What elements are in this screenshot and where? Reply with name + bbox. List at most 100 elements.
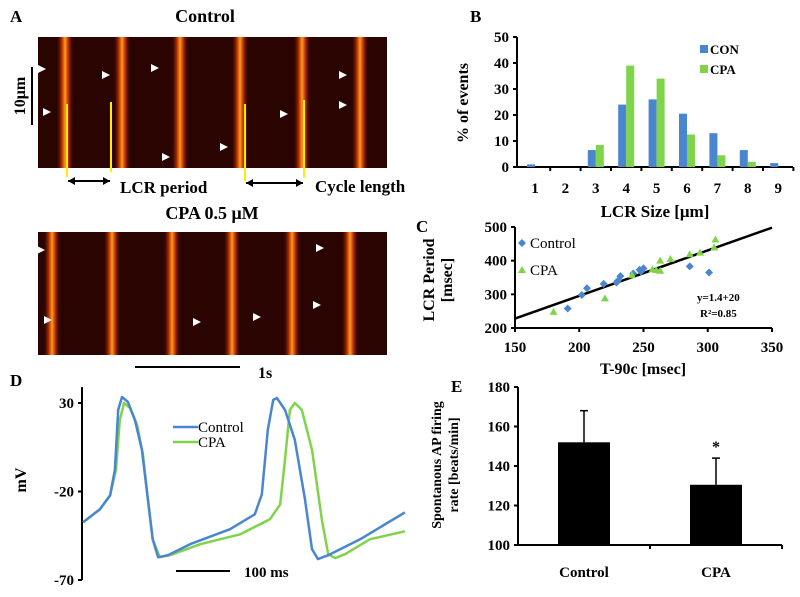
- legend-label-con: CON: [710, 42, 740, 57]
- x-tick-label: 9: [774, 181, 782, 197]
- lcr-arrowhead-icon: [37, 246, 45, 254]
- x-tick-label: 5: [653, 181, 661, 197]
- bar-cpa: [595, 144, 604, 167]
- x-axis-label: LCR Size [μm]: [601, 202, 710, 221]
- y-axis-label: mV: [13, 467, 30, 492]
- lcr-arrowhead-icon: [339, 101, 347, 109]
- y-tick-label: -70: [54, 573, 74, 589]
- bar-cpa: [656, 78, 665, 167]
- panel-b-label: B: [470, 7, 481, 26]
- kymograph-control-title: Control: [175, 6, 235, 26]
- data-point-cpa: [711, 235, 720, 243]
- data-point-cpa: [600, 294, 609, 302]
- bar-control: [558, 442, 610, 545]
- y-tick-label: 50: [494, 30, 509, 46]
- kymograph-control: [38, 37, 387, 181]
- lcr-period-label: LCR period: [120, 178, 208, 197]
- x-tick-label: 6: [683, 181, 691, 197]
- lcr-arrowhead-icon: [316, 244, 324, 252]
- y-axis-label-line1: Spontanous AP firing: [430, 401, 445, 529]
- y-tick-label: 300: [485, 287, 508, 303]
- data-point-cpa: [710, 243, 719, 251]
- data-point-cpa: [666, 254, 675, 262]
- panel-d-label: D: [10, 371, 22, 390]
- x-tick-label: Control: [559, 565, 609, 581]
- x-tick-label: 1: [531, 181, 539, 197]
- bar-cpa: [717, 155, 726, 167]
- lcr-arrowhead-icon: [43, 108, 51, 116]
- x-tick-label: 4: [622, 181, 630, 197]
- legend-label-cpa: CPA: [530, 263, 558, 279]
- calcium-transient-streak: [283, 232, 301, 355]
- data-point-control: [577, 291, 586, 300]
- significance-asterisk: *: [712, 439, 720, 456]
- calcium-transient-streak: [293, 37, 311, 168]
- fit-r-squared: R²=0.85: [700, 308, 737, 320]
- x-tick-label: 7: [714, 181, 722, 197]
- data-point-control: [705, 268, 714, 277]
- legend-marker-control-icon: [518, 239, 526, 247]
- y-tick-label: 400: [485, 254, 508, 270]
- y-axis-label: % of events: [455, 63, 472, 143]
- panel-e-firing-rate: E Spontanous AP firing rate [beats/min] …: [430, 377, 783, 581]
- fit-equation: y=1.4+20: [697, 292, 740, 304]
- bar-con: [679, 113, 687, 167]
- bar-con: [739, 150, 748, 167]
- y-tick-label: 0: [502, 160, 510, 176]
- lcr-arrowhead-icon: [313, 301, 321, 309]
- x-tick-label: 300: [697, 340, 720, 356]
- lcr-arrowhead-icon: [44, 316, 52, 324]
- y-tick-label: 40: [494, 56, 509, 72]
- data-point-control: [685, 262, 694, 271]
- lcr-arrowhead-icon: [339, 71, 347, 79]
- calcium-transient-streak: [103, 232, 121, 355]
- y-tick-label: 120: [488, 499, 511, 515]
- y-tick-label: 200: [485, 321, 508, 337]
- cycle-length-arrow: [246, 179, 303, 187]
- x-tick-label: CPA: [701, 565, 731, 581]
- y-tick-label: -20: [54, 485, 74, 501]
- scale-bar-1s-label: 1s: [258, 365, 272, 382]
- calcium-transient-streak: [341, 232, 359, 355]
- panel-e-label: E: [451, 377, 462, 396]
- data-point-cpa: [627, 271, 636, 279]
- kymograph-cpa-title: CPA 0.5 μM: [165, 203, 258, 223]
- data-point-control: [582, 284, 591, 293]
- x-tick-label: 3: [592, 181, 600, 197]
- scale-bar-10um-label: 10μm: [12, 76, 29, 115]
- bar-con: [587, 150, 596, 167]
- legend-marker-cpa-icon: [518, 266, 526, 273]
- y-tick-label: 140: [488, 459, 511, 475]
- data-point-control: [616, 272, 625, 281]
- data-point-cpa: [549, 307, 558, 315]
- lcr-arrowhead-icon: [151, 64, 159, 72]
- y-tick-label: 30: [59, 396, 74, 412]
- x-tick-label: 8: [744, 181, 752, 197]
- x-tick-label: 250: [632, 340, 655, 356]
- data-point-cpa: [685, 250, 694, 258]
- panel-a: A Control 10μm LCR period Cycle length C…: [10, 6, 406, 382]
- legend-label-control: Control: [198, 420, 244, 436]
- panel-a-label: A: [10, 7, 23, 26]
- bar-con: [709, 133, 718, 167]
- x-tick-label: 150: [504, 340, 527, 356]
- data-point-cpa: [656, 256, 665, 264]
- lcr-arrowhead-icon: [280, 110, 288, 118]
- panel-b-histogram: B % of events LCR Size [μm] CON CPA 0 10 2…: [455, 7, 795, 221]
- calcium-transient-streak: [231, 37, 249, 168]
- x-tick-label: 200: [568, 340, 591, 356]
- x-tick-label: 2: [562, 181, 570, 197]
- lcr-arrowhead-icon: [162, 153, 170, 161]
- calcium-transient-streak: [223, 232, 241, 355]
- lcr-arrowhead-icon: [220, 143, 228, 151]
- panel-d-action-potentials: D mV 100 ms Control CPA 30 -20 -70: [10, 371, 406, 589]
- calcium-transient-streak: [56, 37, 74, 168]
- data-point-control: [636, 267, 645, 276]
- scale-bar-100ms-label: 100 ms: [244, 565, 289, 581]
- y-tick-label: 160: [488, 420, 511, 436]
- y-tick-label: 30: [494, 82, 509, 98]
- y-tick-label: 180: [488, 380, 511, 396]
- legend-swatch-con: [700, 45, 708, 53]
- panel-c-label: C: [416, 217, 428, 236]
- y-axis-label-line2: [msec]: [439, 258, 456, 302]
